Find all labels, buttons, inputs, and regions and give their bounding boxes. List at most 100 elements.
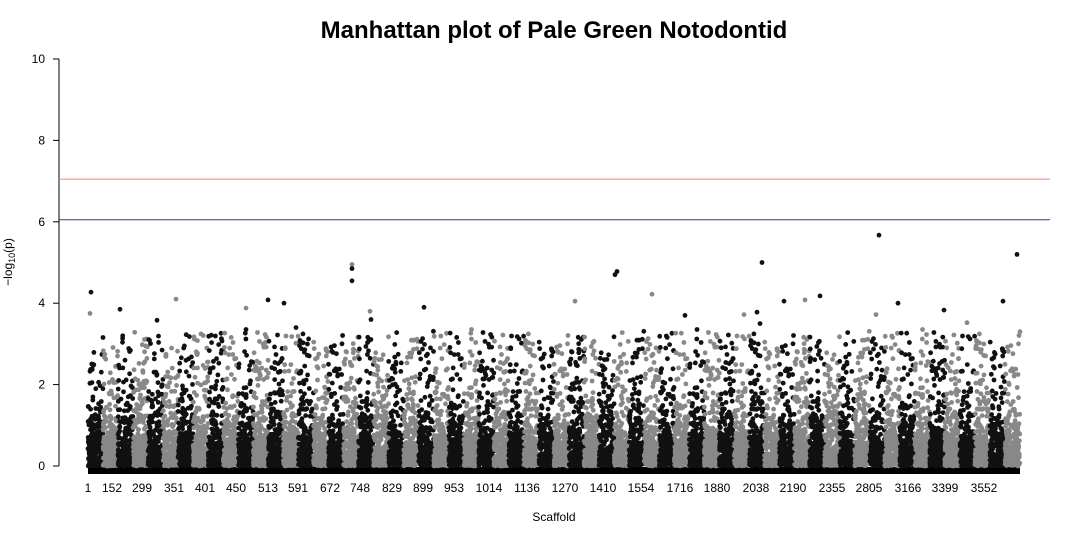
data-point [296, 411, 302, 417]
data-point [346, 409, 351, 415]
data-point [254, 460, 260, 466]
data-point [108, 425, 114, 430]
data-point [353, 395, 358, 401]
data-point [216, 360, 222, 366]
data-point [382, 420, 388, 426]
data-point [380, 352, 386, 358]
data-point [261, 414, 266, 420]
data-point [216, 451, 222, 457]
data-point [326, 416, 332, 421]
data-point [340, 333, 345, 338]
data-point [199, 444, 204, 450]
data-point [246, 367, 252, 373]
data-point [163, 438, 169, 444]
data-point [252, 423, 258, 429]
data-point [99, 451, 104, 456]
data-point [315, 377, 320, 383]
data-point [222, 350, 228, 356]
data-point [163, 374, 169, 379]
data-point [105, 445, 111, 451]
data-point [394, 429, 399, 435]
data-point [266, 462, 271, 468]
x-tick-label: 3166 [895, 481, 922, 495]
data-point [178, 355, 184, 361]
y-tick-label: 2 [38, 378, 45, 392]
data-point [219, 338, 225, 344]
data-point [214, 378, 220, 384]
data-point [183, 431, 189, 437]
data-point [91, 350, 97, 355]
data-point [371, 398, 377, 404]
data-point [321, 363, 327, 369]
data-point [298, 463, 304, 468]
data-point [125, 394, 131, 400]
data-point [149, 391, 155, 397]
x-tick-label: 2805 [856, 481, 883, 495]
data-point [364, 368, 369, 374]
data-point [287, 420, 293, 426]
data-point [223, 400, 229, 406]
data-point [112, 425, 118, 431]
data-point [255, 383, 261, 388]
y-tick-label: 8 [38, 133, 45, 147]
data-point [233, 356, 239, 361]
data-point [169, 460, 174, 465]
data-point [171, 403, 177, 409]
data-point [375, 367, 381, 373]
data-point [183, 369, 189, 375]
data-point [122, 357, 128, 363]
data-point [123, 444, 129, 449]
data-point [131, 367, 137, 373]
data-point [254, 358, 260, 364]
data-point [278, 398, 284, 404]
data-point [179, 391, 185, 397]
data-point [377, 400, 383, 406]
data-point [132, 329, 138, 335]
data-point [392, 354, 398, 360]
data-point [338, 385, 344, 390]
data-point [106, 439, 112, 445]
data-point [267, 458, 272, 464]
data-point [123, 402, 129, 408]
data-point [251, 350, 257, 356]
data-point [260, 399, 265, 404]
data-point [111, 430, 117, 435]
data-point [153, 454, 159, 460]
data-point [317, 452, 323, 458]
data-point [268, 401, 274, 407]
data-point [341, 359, 347, 365]
data-point [111, 380, 117, 386]
data-point [341, 394, 347, 400]
data-point [379, 357, 384, 362]
data-point [224, 443, 229, 449]
data-point [127, 461, 132, 467]
data-point [371, 391, 377, 397]
data-point [98, 369, 104, 375]
data-point [363, 425, 369, 430]
data-point [265, 357, 271, 363]
data-point [229, 444, 234, 450]
data-point [313, 388, 319, 394]
data-point [360, 448, 366, 453]
data-point [116, 362, 122, 368]
data-point [181, 449, 187, 455]
x-tick-label: 1554 [628, 481, 655, 495]
x-tick-label: 450 [226, 481, 246, 495]
data-point [232, 376, 237, 382]
data-point [245, 439, 251, 445]
data-point [183, 357, 189, 363]
data-points [85, 232, 1023, 469]
data-point [352, 451, 358, 457]
data-point [228, 335, 234, 340]
data-point [106, 450, 112, 456]
data-point [298, 389, 303, 394]
data-point [350, 460, 356, 465]
data-point [313, 356, 318, 362]
data-point [290, 389, 295, 395]
data-point [150, 419, 155, 425]
data-point [221, 433, 227, 439]
data-point [195, 380, 201, 386]
data-point [280, 378, 285, 384]
data-point [398, 405, 404, 411]
data-point [200, 414, 206, 419]
